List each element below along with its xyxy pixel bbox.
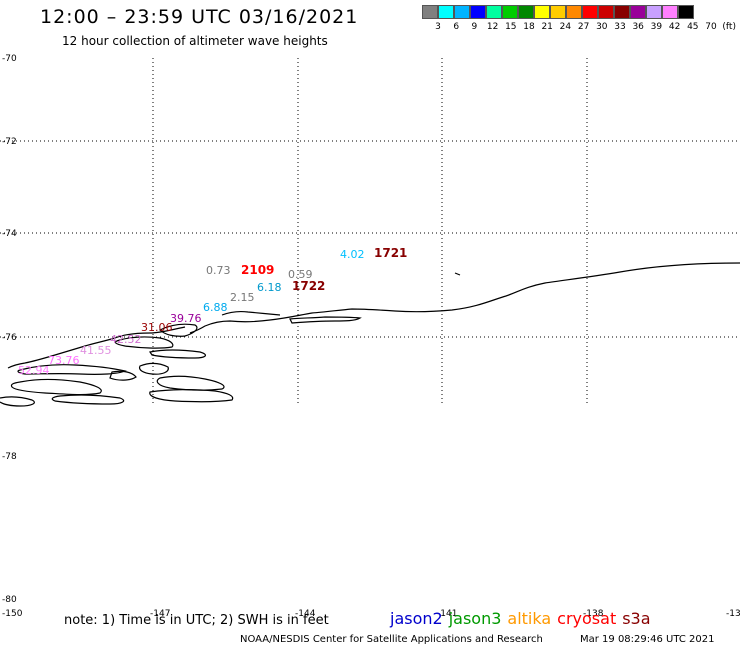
longitude-label: -144 (295, 609, 316, 619)
wave-height-label: 31.06 (141, 321, 173, 334)
legend-label: 27 (577, 22, 590, 32)
legend-swatch (470, 5, 486, 19)
wave-height-label: 6.18 (257, 281, 282, 294)
legend-label: 42 (668, 22, 681, 32)
wave-height-label: 41.55 (80, 344, 112, 357)
legend-label: 21 (541, 22, 553, 32)
legend-swatch (582, 5, 598, 19)
longitude-labels: -150 -147 -144 -141 -138 -135 (2, 609, 740, 619)
legend-label: 36 (632, 22, 644, 32)
color-scale-labels: 3 6 9 12 15 18 21 24 27 30 33 36 39 42 45 70 (ft) (422, 22, 740, 34)
wave-height-label: 0.73 (206, 264, 231, 277)
coastline (0, 262, 740, 407)
satellite-name-jason2: jason2 (390, 609, 443, 628)
pass-time-label: 2109 (241, 263, 275, 277)
legend-swatch (422, 5, 438, 19)
latitude-label: -70 (2, 54, 17, 64)
legend-label: 9 (471, 22, 478, 32)
legend-swatch (646, 5, 662, 19)
wave-height-label: 6.88 (203, 301, 228, 314)
legend-label: 3 (435, 22, 441, 32)
wave-height-label: 0.59 (288, 268, 313, 281)
legend-label: (ft) (722, 22, 736, 32)
legend-swatch (566, 5, 582, 19)
pass-time-label: 1721 (374, 246, 408, 260)
legend-swatch (598, 5, 614, 19)
footer-note: note: 1) Time is in UTC; 2) SWH is in fe… (64, 613, 329, 628)
wave-height-label: 52.94 (18, 364, 50, 377)
longitude-label: -135 (726, 609, 740, 619)
legend-label: 24 (559, 22, 572, 32)
legend-swatch (438, 5, 454, 19)
longitude-label: -147 (150, 609, 170, 619)
wave-height-label: 39.76 (170, 312, 202, 325)
map-title: 12:00 – 23:59 UTC 03/16/2021 (40, 6, 359, 28)
legend-label: 15 (505, 22, 517, 32)
latitude-label: -74 (2, 229, 17, 239)
legend-swatch (518, 5, 534, 19)
latitude-label: -78 (2, 452, 17, 462)
legend-label: 12 (486, 22, 499, 32)
wave-height-label: 42.52 (110, 333, 142, 346)
legend-label: 33 (614, 22, 626, 32)
legend-swatch (486, 5, 502, 19)
legend-label: 18 (523, 22, 535, 32)
satellite-name-jason3: jason3 (448, 609, 502, 628)
legend-swatch (454, 5, 470, 19)
legend-label: 6 (453, 22, 460, 32)
legend-swatch (550, 5, 566, 19)
legend-swatch (502, 5, 518, 19)
legend-label: 70 (705, 22, 717, 32)
legend-swatch (678, 5, 694, 19)
wave-height-label: 4.02 (340, 248, 365, 261)
satellite-name-altika: altika (507, 609, 552, 628)
latitude-label: -72 (2, 137, 17, 147)
latitude-label: -80 (2, 595, 17, 605)
legend-label: 39 (650, 22, 663, 32)
generated-timestamp: Mar 19 08:29:46 UTC 2021 (580, 634, 715, 645)
legend-label: 30 (596, 22, 608, 32)
pass-time-label: 1722 (292, 279, 326, 293)
map-subtitle: 12 hour collection of altimeter wave hei… (62, 34, 328, 48)
satellite-legend: jason2 jason3 altika cryosat s3a (390, 609, 651, 628)
legend-label: 45 (687, 22, 699, 32)
credit-line: NOAA/NESDIS Center for Satellite Applica… (240, 634, 543, 645)
latitude-labels: -70 -72 -74 -76 -78 -80 (2, 54, 17, 605)
satellite-name-s3a: s3a (622, 609, 651, 628)
latitude-label: -76 (2, 333, 17, 343)
legend-swatch (662, 5, 678, 19)
color-scale-legend (422, 5, 694, 19)
grid-lines (0, 58, 740, 406)
legend-swatch (630, 5, 646, 19)
legend-swatch (614, 5, 630, 19)
satellite-name-cryosat: cryosat (557, 609, 617, 628)
longitude-label: -150 (2, 609, 23, 619)
legend-swatch (534, 5, 550, 19)
longitude-label: -138 (583, 609, 604, 619)
wave-height-label: 73.76 (48, 354, 80, 367)
longitude-label: -141 (437, 609, 457, 619)
wave-height-label: 2.15 (230, 291, 255, 304)
